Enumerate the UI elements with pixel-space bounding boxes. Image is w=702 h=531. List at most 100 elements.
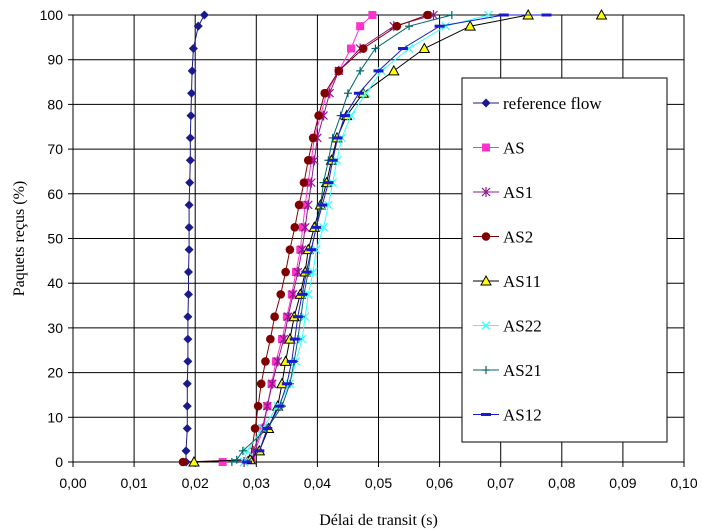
data-point bbox=[392, 21, 402, 31]
data-point bbox=[482, 143, 490, 152]
x-tick-label: 0,09 bbox=[609, 475, 636, 491]
data-point bbox=[387, 64, 400, 76]
y-axis-ticks: 0 10 20 30 40 50 60 70 80 90 100 bbox=[40, 7, 73, 470]
data-point bbox=[199, 10, 209, 20]
data-point bbox=[347, 44, 356, 53]
data-point bbox=[184, 200, 194, 210]
marker-stroke bbox=[481, 321, 491, 330]
data-point bbox=[183, 356, 193, 366]
data-point bbox=[262, 426, 273, 430]
data-point bbox=[183, 312, 193, 322]
data-point bbox=[181, 446, 191, 456]
data-point bbox=[309, 155, 319, 166]
data-point bbox=[271, 357, 280, 366]
series-line bbox=[243, 14, 489, 463]
data-point bbox=[281, 267, 290, 277]
data-point bbox=[481, 187, 491, 197]
data-point bbox=[274, 404, 285, 408]
y-tick-label: 20 bbox=[47, 365, 63, 381]
marker-stroke bbox=[319, 222, 328, 232]
data-point bbox=[332, 136, 343, 140]
data-point bbox=[178, 457, 188, 467]
marker-stroke bbox=[346, 111, 356, 121]
data-point bbox=[218, 458, 227, 466]
data-point bbox=[267, 378, 277, 389]
data-point bbox=[301, 270, 312, 274]
data-point bbox=[481, 413, 491, 416]
data-point bbox=[371, 44, 380, 53]
marker-stroke bbox=[297, 334, 307, 344]
legend-label: AS11 bbox=[503, 272, 541, 291]
data-point bbox=[253, 401, 263, 411]
legend-label: AS1 bbox=[503, 183, 533, 202]
marker-stroke bbox=[303, 289, 313, 299]
x-tick-label: 0,05 bbox=[365, 475, 392, 491]
data-point bbox=[480, 274, 492, 286]
data-point bbox=[498, 13, 509, 17]
data-point bbox=[185, 133, 195, 143]
legend-item-as21: AS21 bbox=[473, 361, 542, 380]
legend-label: AS2 bbox=[503, 228, 533, 247]
y-tick-label: 40 bbox=[47, 275, 63, 291]
data-point bbox=[373, 69, 384, 73]
data-point bbox=[188, 44, 198, 54]
marker-stroke bbox=[242, 446, 252, 456]
data-point bbox=[238, 446, 247, 455]
x-tick-label: 0,00 bbox=[59, 475, 86, 491]
data-point bbox=[306, 177, 316, 188]
data-point bbox=[308, 133, 318, 143]
data-point bbox=[273, 356, 283, 367]
y-tick-label: 30 bbox=[47, 320, 63, 336]
y-tick-label: 80 bbox=[47, 96, 63, 112]
data-point bbox=[183, 334, 193, 344]
data-point bbox=[317, 203, 328, 207]
x-tick-label: 0,08 bbox=[548, 475, 575, 491]
data-point bbox=[297, 292, 308, 296]
marker-stroke bbox=[323, 200, 333, 210]
legend-item-as12: AS12 bbox=[473, 406, 542, 425]
y-tick-label: 70 bbox=[47, 141, 63, 157]
data-point bbox=[285, 245, 295, 254]
x-tick-label: 0,01 bbox=[120, 475, 147, 491]
x-tick-label: 0,06 bbox=[426, 475, 453, 491]
data-point bbox=[319, 222, 328, 232]
data-point bbox=[482, 366, 490, 374]
legend-label: reference flow bbox=[503, 94, 602, 113]
legend-label: AS21 bbox=[503, 361, 542, 380]
data-point bbox=[242, 460, 253, 464]
data-point bbox=[306, 248, 317, 252]
legend-item-reference-flow: reference flow bbox=[473, 94, 602, 113]
series-line bbox=[243, 14, 434, 463]
data-point bbox=[183, 267, 193, 277]
marker-stroke bbox=[361, 88, 371, 98]
legend-item-as1: AS1 bbox=[473, 183, 533, 202]
y-tick-label: 10 bbox=[47, 409, 63, 425]
legend-box bbox=[461, 77, 668, 443]
data-point bbox=[343, 89, 352, 98]
marker-stroke bbox=[404, 44, 414, 53]
data-point bbox=[282, 312, 291, 321]
legend-label: AS22 bbox=[503, 317, 542, 336]
data-point bbox=[481, 232, 491, 241]
data-point bbox=[429, 10, 438, 20]
data-point bbox=[242, 446, 252, 456]
data-point bbox=[300, 312, 310, 322]
legend-label: AS12 bbox=[503, 406, 542, 425]
data-point bbox=[303, 155, 313, 165]
data-point bbox=[261, 357, 270, 366]
data-point bbox=[334, 66, 344, 76]
data-point bbox=[193, 21, 203, 31]
data-point bbox=[187, 66, 197, 76]
data-point bbox=[182, 423, 192, 433]
data-point bbox=[541, 13, 552, 17]
legend-item-as22: AS22 bbox=[473, 317, 542, 336]
data-point bbox=[290, 223, 300, 232]
data-point bbox=[232, 455, 241, 464]
data-point bbox=[339, 114, 350, 118]
data-point bbox=[276, 290, 286, 299]
legend-item-as: AS bbox=[473, 139, 525, 158]
data-point bbox=[353, 91, 364, 95]
data-point bbox=[405, 22, 414, 31]
legend: reference flow AS AS1 AS2 AS11 AS22 AS21 AS12 bbox=[461, 77, 668, 443]
